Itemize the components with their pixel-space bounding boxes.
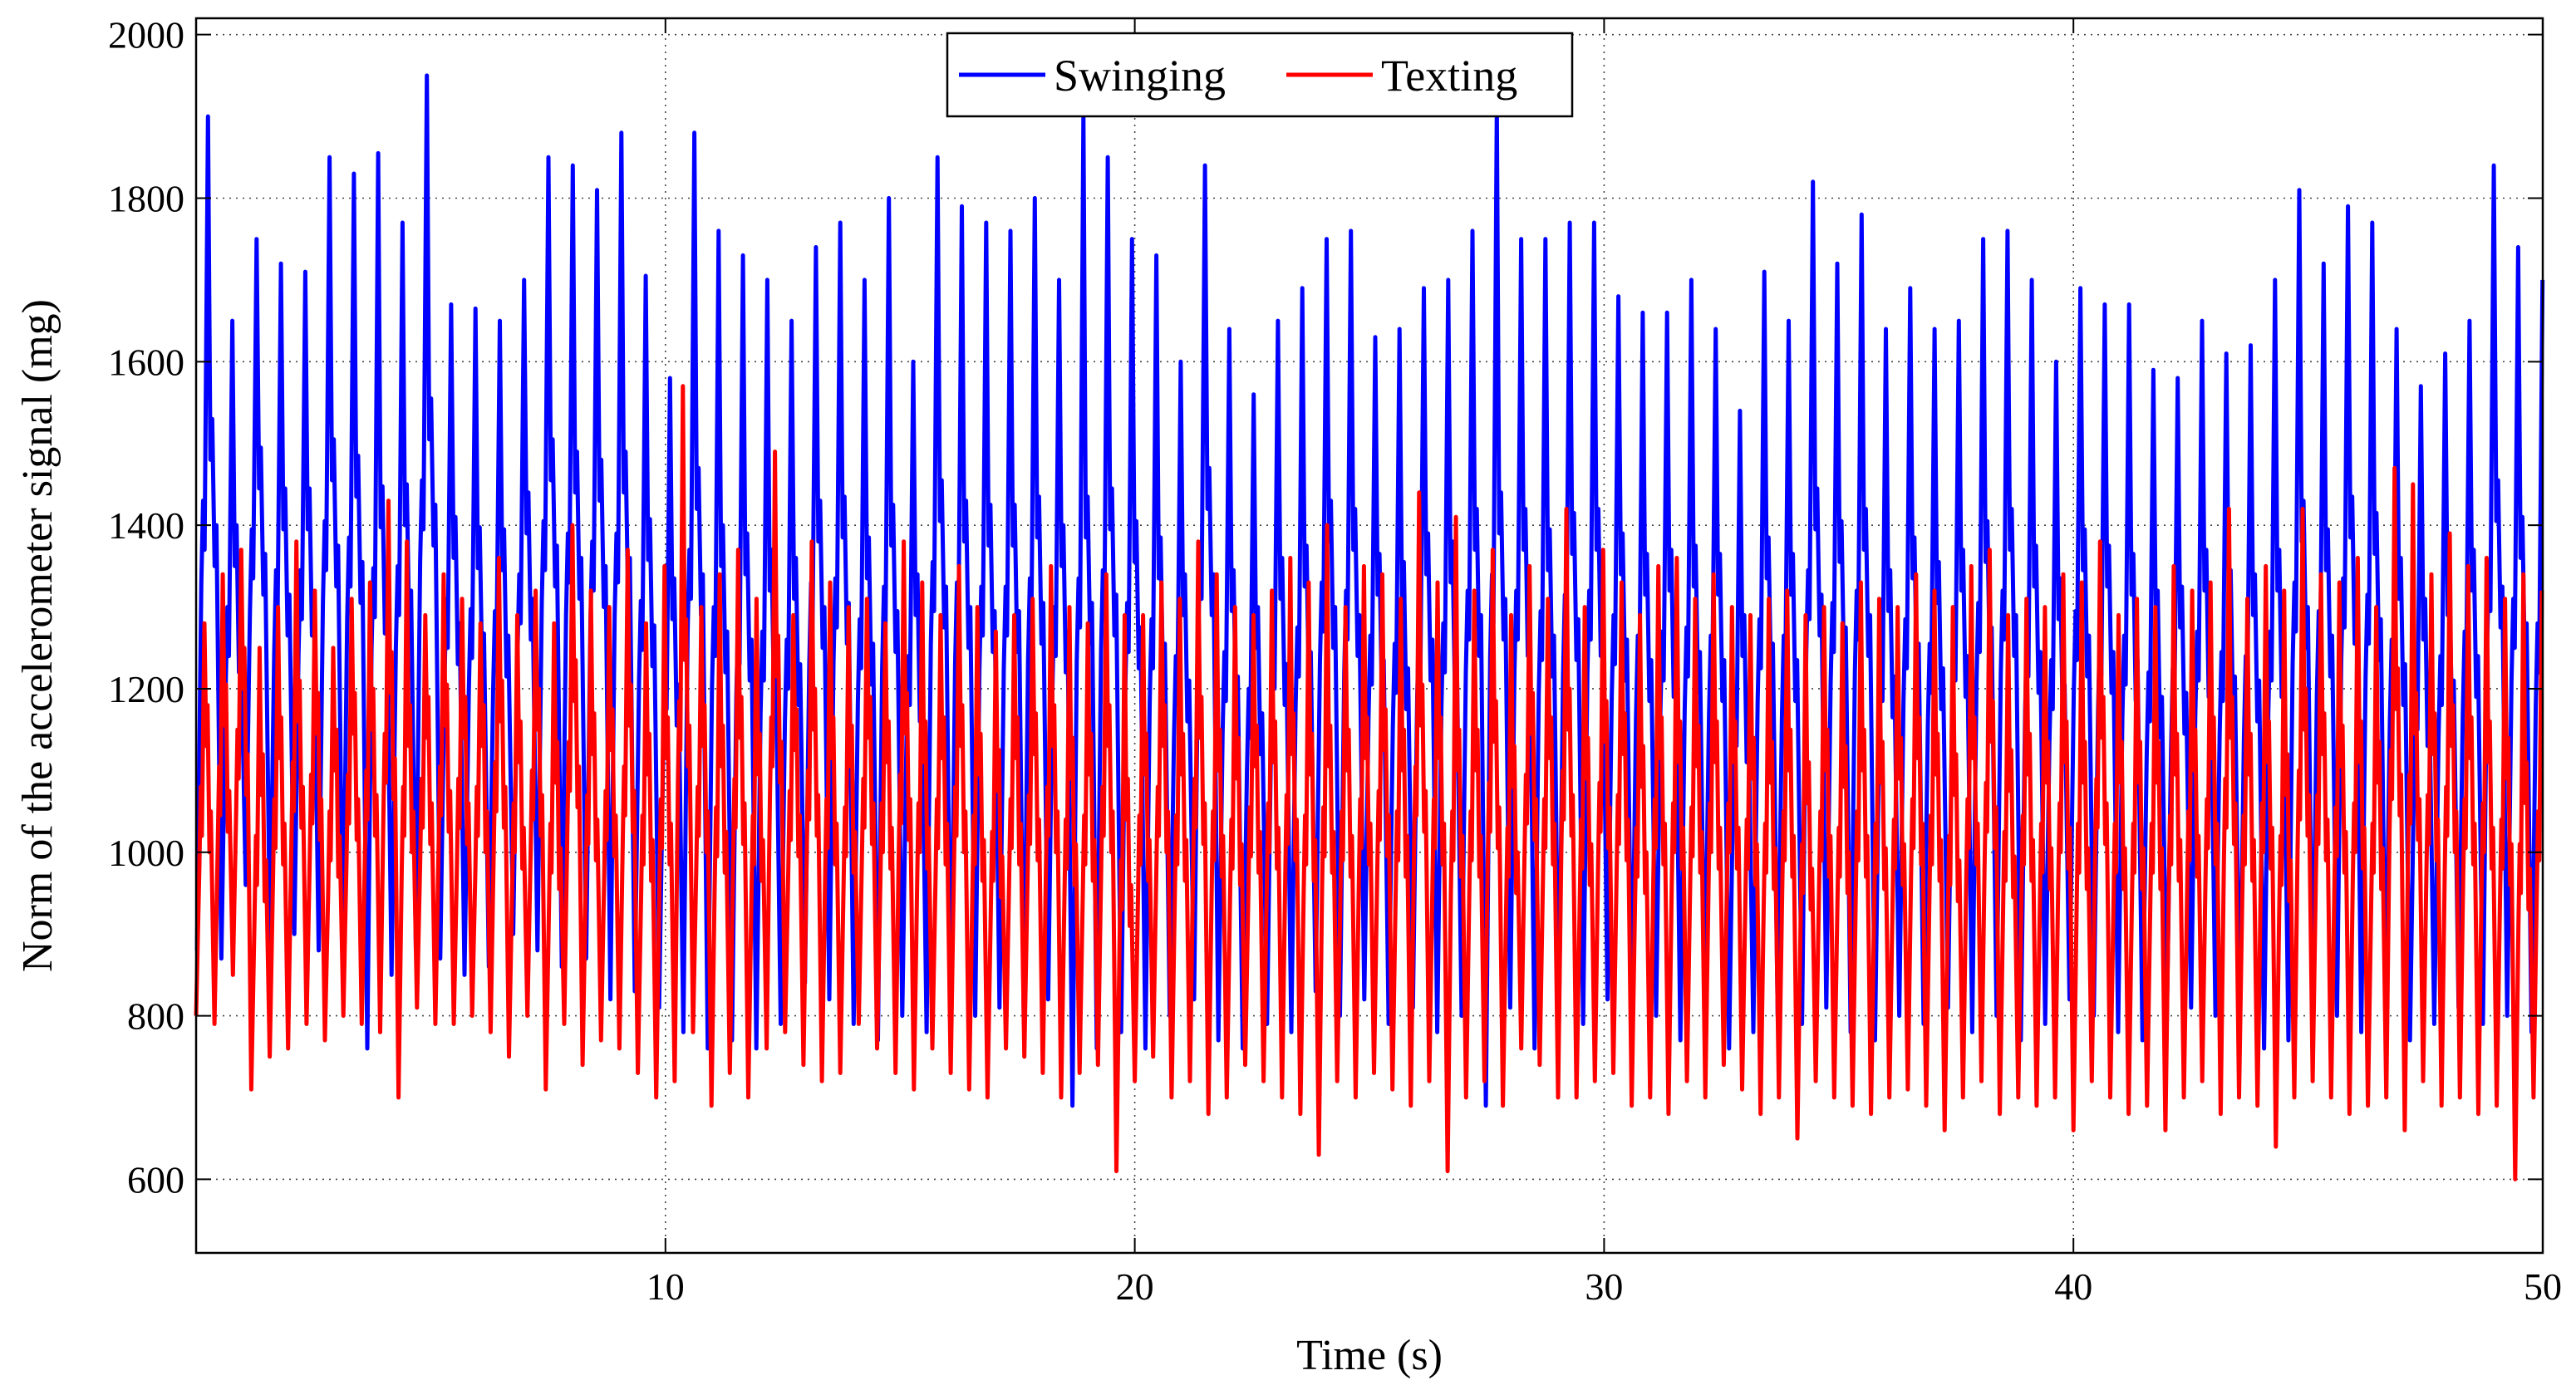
x-tick-label: 30 [1585,1265,1623,1308]
y-axis-title: Norm of the accelerometer signal (mg) [14,299,61,972]
series-line-texting [194,384,2544,1181]
x-tick-label: 10 [646,1265,685,1308]
y-tick-label: 1600 [108,341,184,383]
x-tick-label: 50 [2524,1265,2562,1308]
legend-label-texting: Texting [1381,51,1517,101]
y-tick-label: 1000 [108,832,184,874]
x-axis-title: Time (s) [1296,1332,1443,1379]
x-tick-label: 40 [2054,1265,2092,1308]
y-tick-label: 2000 [108,14,184,56]
tick-marks [196,18,2544,1253]
y-tick-labels: 600 800 1000 1200 1400 1600 1800 2000 [108,14,184,1201]
y-tick-label: 1800 [108,178,184,220]
legend: Swinging Texting [946,32,1574,118]
legend-label-swinging: Swinging [1054,51,1226,101]
y-tick-label: 1400 [108,504,184,547]
plot-frame [194,17,2544,1255]
series-layer [194,73,2545,1181]
y-tick-label: 800 [127,995,184,1038]
y-tick-label: 1200 [108,668,184,710]
legend-box [946,32,1574,118]
y-tick-label: 600 [127,1158,184,1201]
x-tick-labels: 10 20 30 40 50 [646,1265,2562,1308]
x-tick-label: 20 [1116,1265,1154,1308]
